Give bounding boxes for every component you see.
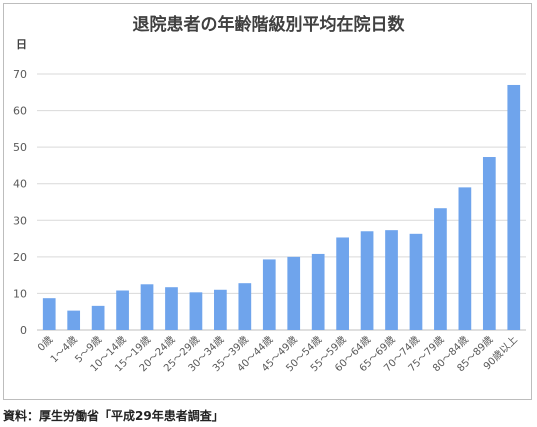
bar [165, 287, 178, 330]
bar [42, 298, 56, 330]
y-tick-label: 20 [13, 251, 27, 264]
source-note: 資料：厚生労働省「平成29年患者調査」 [3, 409, 224, 423]
y-tick-label: 60 [13, 105, 27, 118]
y-tick-label: 0 [20, 324, 27, 337]
bar [458, 187, 472, 330]
bar [91, 305, 105, 330]
y-tick-label: 70 [13, 68, 27, 81]
y-tick-label: 10 [13, 287, 27, 300]
bar [507, 84, 521, 330]
bar [360, 231, 374, 330]
bar [189, 292, 203, 330]
bar [311, 253, 325, 330]
y-tick-label: 50 [13, 141, 27, 154]
bar [238, 283, 252, 330]
chart-frame: 退院患者の年齢階級別平均在院日数 日 0 10 20 30 40 50 60 70 0歳 1～4歳… [3, 3, 532, 400]
y-tick-label: 30 [13, 214, 27, 227]
bar [116, 290, 129, 330]
bar [214, 289, 227, 330]
chart-title: 退院患者の年齢階級別平均在院日数 [132, 15, 405, 35]
bar [336, 237, 349, 330]
bar [409, 233, 423, 330]
bar [434, 208, 447, 330]
bar [67, 310, 81, 330]
bar [140, 284, 154, 330]
y-tick-label: 40 [13, 178, 27, 191]
bar [482, 157, 496, 330]
bar [262, 259, 276, 330]
x-tick-label: 0歳 [35, 334, 55, 354]
bar [385, 230, 398, 330]
bar-chart: 0102030405060700歳1～4歳5～9歳10～14歳15～19歳20～… [13, 68, 526, 374]
bar [287, 256, 301, 330]
y-axis-unit-label: 日 [16, 38, 27, 51]
